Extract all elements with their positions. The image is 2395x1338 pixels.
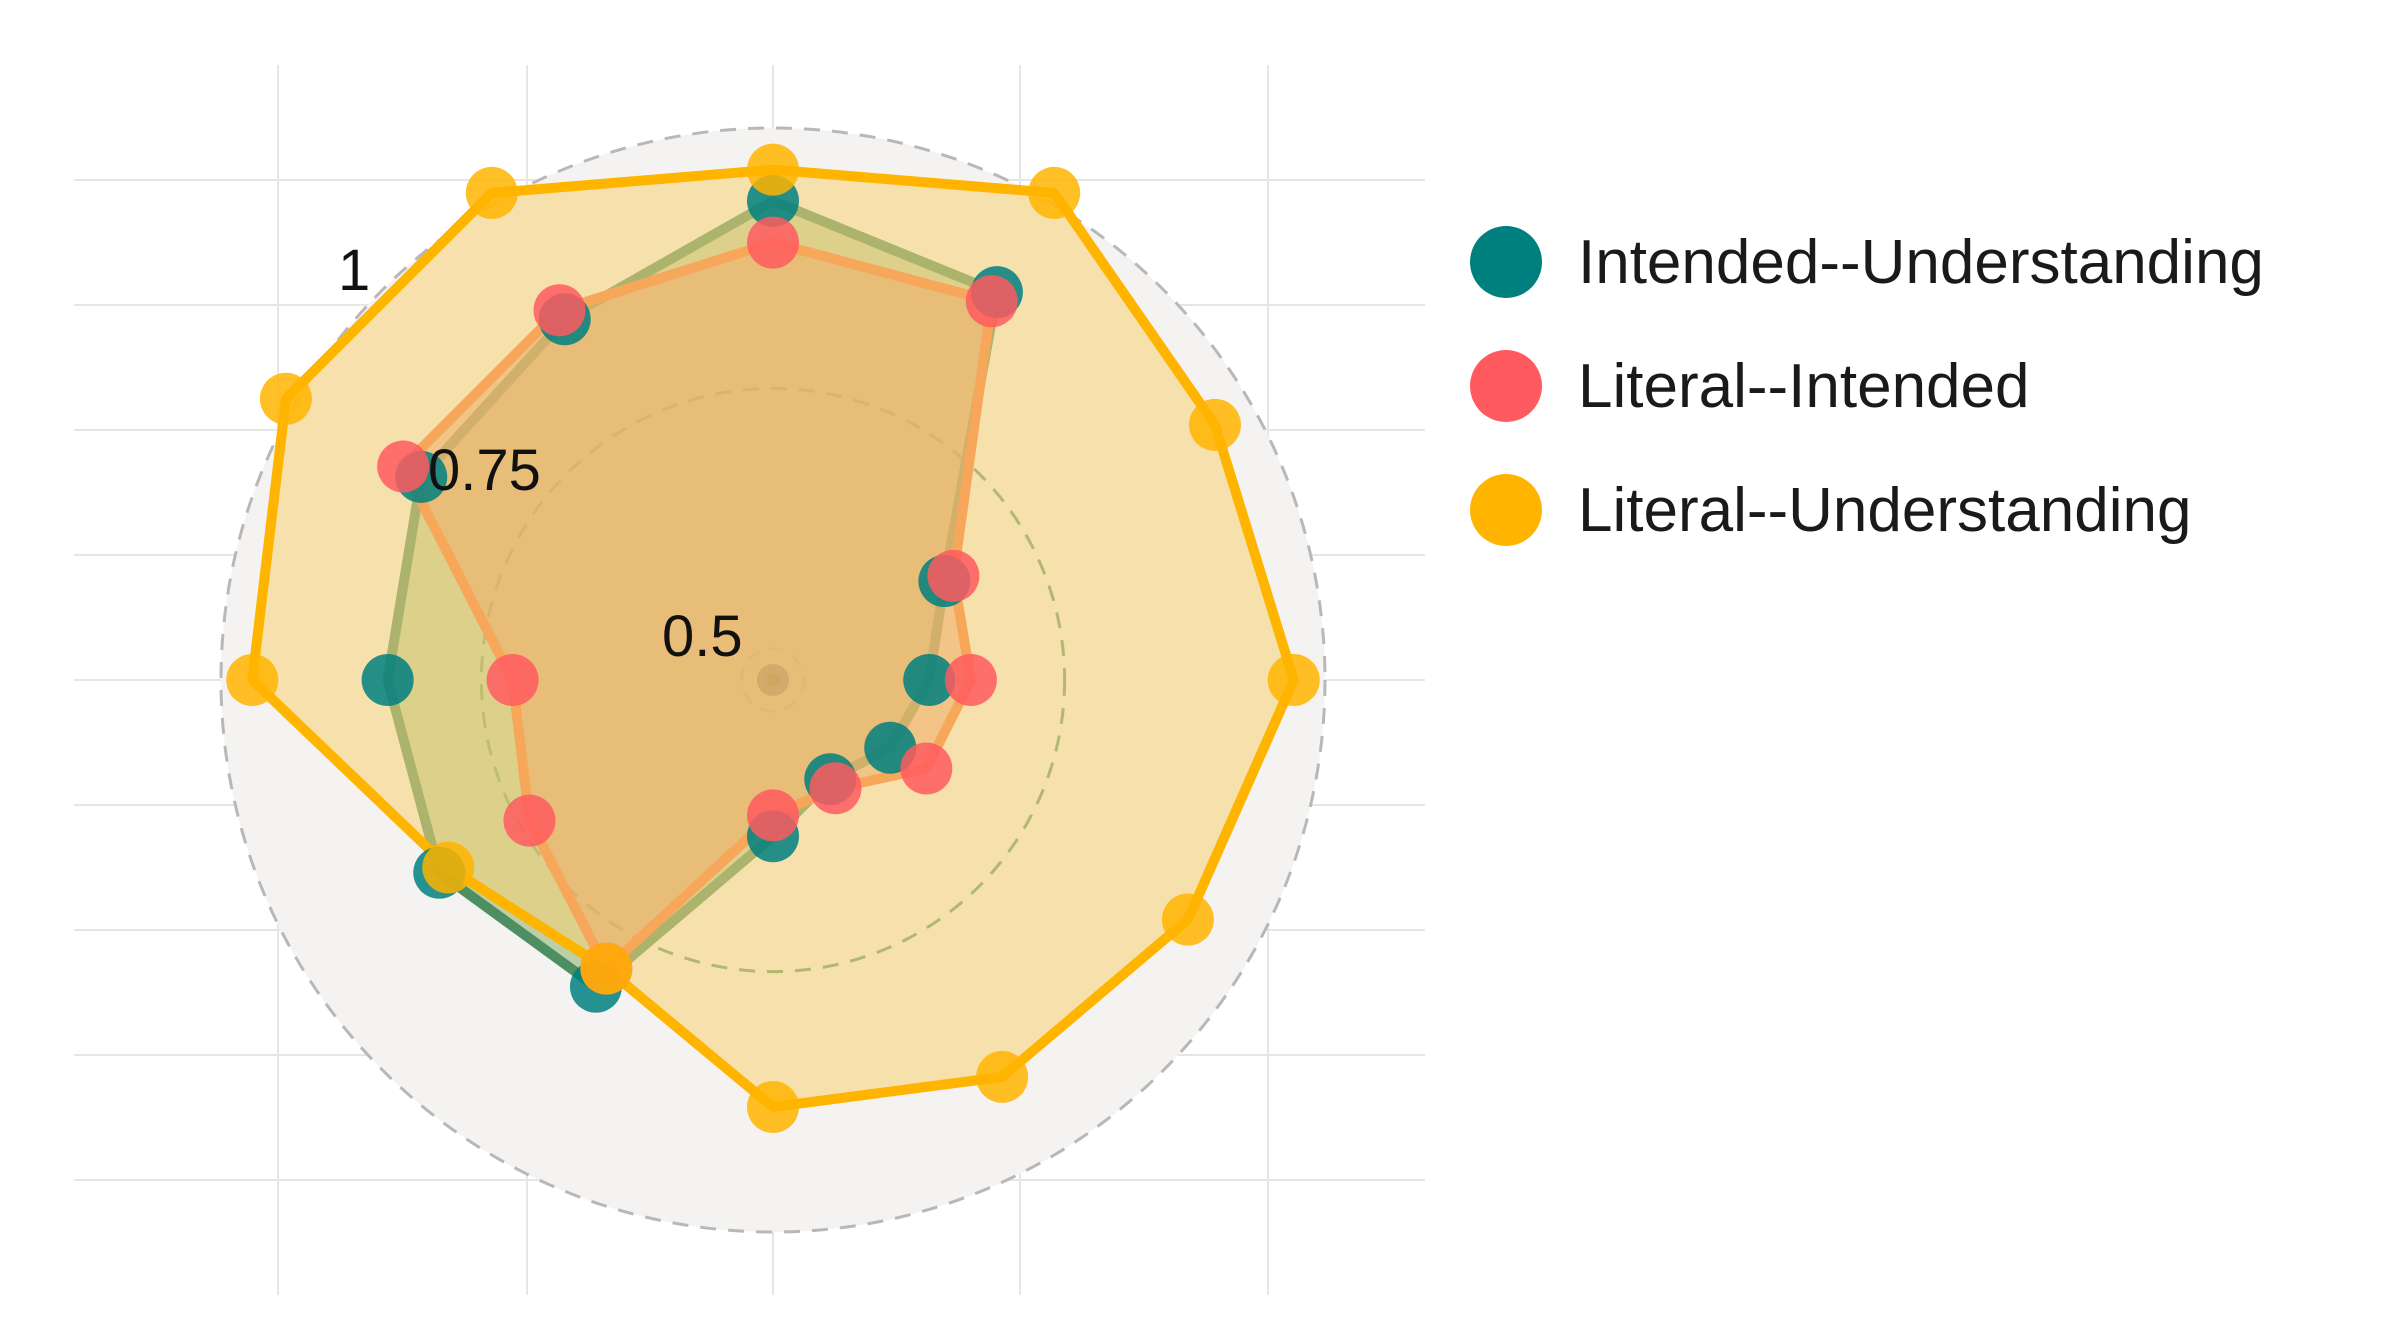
ring-labels: 0.5 0.75 1 [338,238,743,669]
series-points [226,143,1320,1134]
data-point [747,789,799,842]
data-point [747,143,799,196]
data-point [377,440,430,493]
data-point [465,166,518,219]
ring-label-0: 0.5 [662,604,743,669]
data-point [944,654,997,706]
data-point [927,549,980,602]
data-point [486,654,539,706]
grid-ring [219,126,1327,1234]
data-point [1028,166,1081,219]
legend-swatch-intended-understanding [1470,226,1542,298]
data-point [900,742,953,795]
data-point [747,216,799,269]
legend-swatch-literal-understanding [1470,474,1542,546]
legend: Intended--Understanding Literal--Intende… [1470,200,2264,572]
data-point [903,654,956,706]
data-point [1188,398,1241,451]
data-point [503,794,556,847]
legend-item: Intended--Understanding [1470,200,2264,324]
data-point [976,1050,1029,1103]
legend-label: Intended--Understanding [1578,227,2264,297]
data-point [1161,893,1214,946]
data-point [422,841,475,894]
data-point [226,654,279,706]
series-polygons [247,164,1299,1113]
data-point [1267,654,1320,706]
legend-label: Literal--Understanding [1578,475,2192,545]
legend-label: Literal--Intended [1578,351,2030,421]
data-point [259,372,312,425]
legend-swatch-literal-intended [1470,350,1542,422]
ring-label-1: 0.75 [428,438,541,503]
legend-item: Literal--Intended [1470,324,2264,448]
ring-label-2: 1 [338,238,370,303]
data-point [965,275,1018,328]
data-point [747,1081,799,1134]
data-point [809,762,862,815]
data-point [580,942,633,995]
data-point [533,284,586,337]
legend-item: Literal--Understanding [1470,448,2264,572]
data-point [361,654,414,706]
